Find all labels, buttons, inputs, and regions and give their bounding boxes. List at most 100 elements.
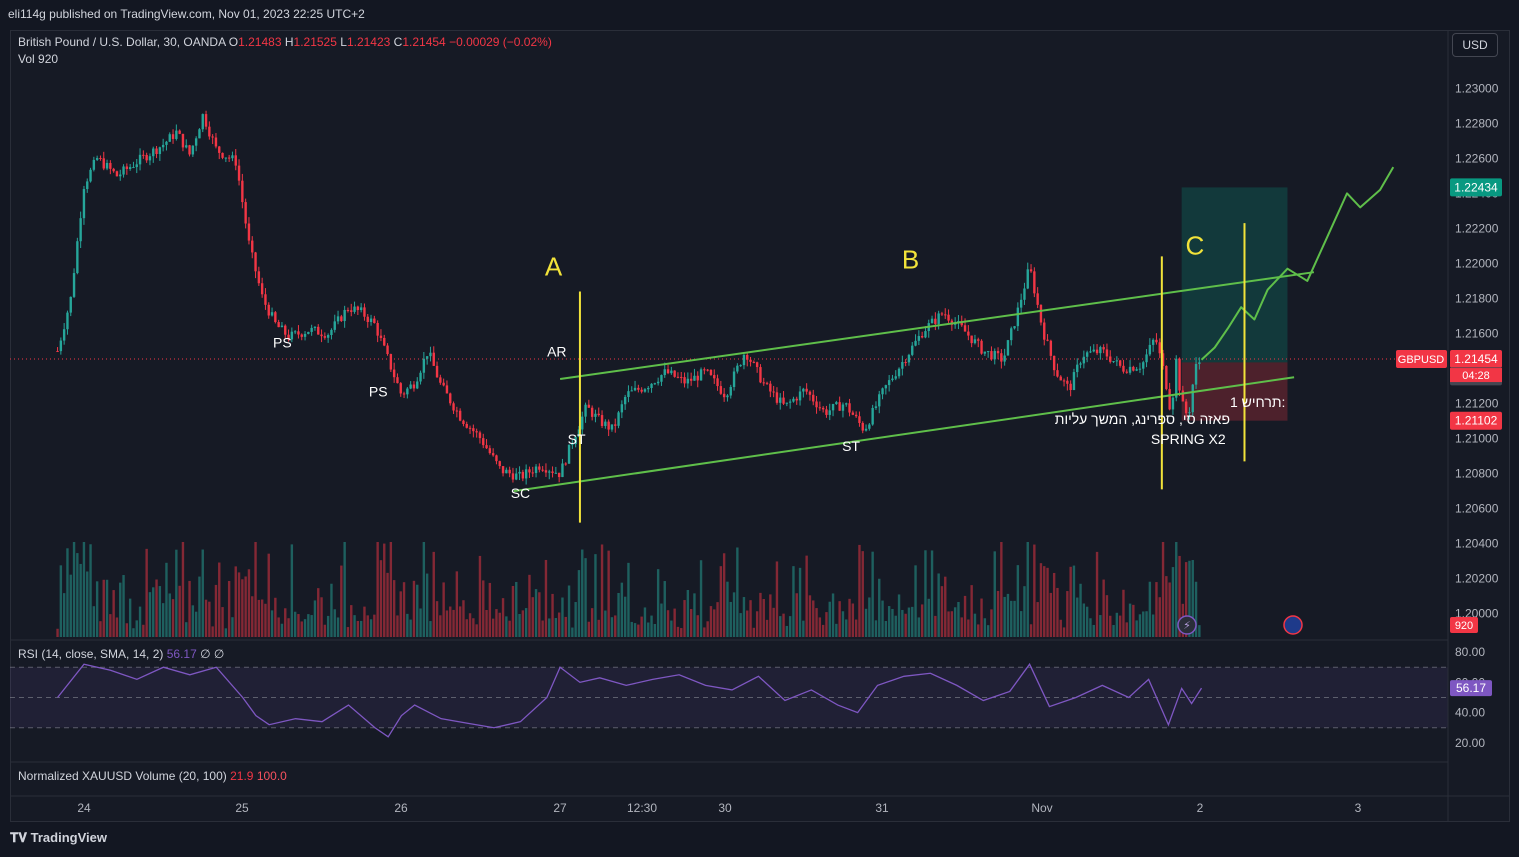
volume-bar — [934, 615, 937, 637]
candle-body — [858, 416, 861, 423]
candle-body — [237, 165, 241, 181]
candle-body — [788, 401, 792, 403]
candle-body — [851, 412, 855, 415]
candle-body — [729, 387, 732, 396]
candle-body — [475, 431, 478, 433]
volume-bar — [1158, 597, 1161, 637]
volume-bar — [498, 612, 501, 637]
volume-bar — [597, 619, 600, 637]
candle-body — [574, 437, 577, 445]
volume-bar — [653, 624, 657, 637]
volume-bar — [336, 617, 340, 637]
volume-bar — [478, 555, 482, 637]
candle-body — [399, 383, 402, 394]
volume-bar — [518, 613, 521, 637]
candle-body — [538, 466, 541, 470]
candle-body — [244, 202, 247, 224]
volume-bar — [1138, 614, 1142, 637]
rsi-name[interactable]: RSI (14, close, SMA, 14, 2) — [18, 647, 164, 661]
volume-bar — [244, 576, 247, 637]
candle-body — [795, 398, 798, 401]
candle-body — [874, 406, 878, 408]
candle-body — [208, 126, 211, 137]
volume-bar — [782, 613, 785, 637]
candle-body — [1029, 269, 1033, 272]
volume-bar — [874, 620, 878, 637]
currency-button[interactable]: USD — [1452, 33, 1498, 57]
volume-bar — [567, 585, 571, 637]
candle-body — [1145, 354, 1148, 363]
candle-body — [610, 424, 614, 430]
candle-body — [1076, 364, 1079, 373]
candle-body — [287, 334, 290, 340]
volume-bar — [887, 606, 891, 637]
volume-bar — [1046, 567, 1049, 637]
candle-body — [1181, 390, 1185, 402]
candle-body — [439, 377, 442, 383]
volume-bar — [363, 606, 366, 637]
volume-bar — [307, 614, 310, 637]
volume-bar — [472, 618, 475, 637]
price-tick-label: 1.20600 — [1455, 502, 1499, 516]
volume-bar — [788, 616, 792, 637]
volume-bar — [138, 606, 142, 637]
volume-bar — [528, 574, 531, 637]
volume-bar — [247, 569, 251, 637]
volume-bar — [109, 614, 112, 637]
volume-bar — [1132, 604, 1135, 637]
price-tick-label: 1.21000 — [1455, 432, 1499, 446]
change-value: −0.00029 (−0.02%) — [449, 35, 552, 49]
volume-bar — [1109, 615, 1112, 637]
volume-bar — [967, 619, 970, 637]
volume-bar — [155, 579, 158, 637]
xau-name[interactable]: Normalized XAUUSD Volume (20, 100) — [18, 769, 227, 783]
volume-bar — [749, 600, 752, 637]
symbol-name[interactable]: British Pound / U.S. Dollar, 30, OANDA — [18, 35, 226, 49]
candle-body — [363, 307, 366, 317]
volume-bar — [175, 549, 178, 637]
candle-body — [1056, 370, 1059, 377]
volume-bar — [614, 615, 617, 637]
volume-bar — [577, 570, 581, 637]
volume-bar — [986, 625, 990, 637]
volume-bar — [508, 620, 511, 637]
volume-bar — [191, 605, 195, 637]
candle-body — [524, 469, 528, 479]
time-tick-label: 12:30 — [627, 801, 657, 815]
volume-bar — [1003, 596, 1006, 637]
candle-body — [703, 369, 706, 371]
volume-bar — [468, 613, 472, 637]
volume-bar — [1089, 618, 1092, 637]
tradingview-logo[interactable]: 𝐓𝐕 TradingView — [10, 830, 107, 845]
volume-bar — [485, 609, 488, 637]
volume-bar — [831, 593, 835, 637]
candle-body — [673, 370, 676, 377]
volume-bar — [465, 619, 468, 637]
candle-body — [1059, 376, 1062, 381]
volume-bar — [350, 605, 353, 637]
candle-body — [818, 407, 822, 409]
candle-body — [779, 397, 782, 403]
candle-body — [1023, 288, 1026, 300]
candle-body — [1128, 366, 1132, 373]
candle-body — [145, 154, 148, 161]
candle-body — [442, 382, 445, 386]
candle-body — [511, 473, 515, 480]
volume-bar — [930, 550, 934, 637]
volume-bar — [845, 619, 848, 637]
volume-bar — [412, 580, 416, 637]
candle-body — [171, 134, 175, 139]
volume-bar — [620, 582, 624, 637]
countdown-tag-bg — [1450, 368, 1502, 383]
volume-bar — [1066, 591, 1069, 637]
wyckoff-label: PS — [369, 384, 388, 400]
volume-bar — [1198, 625, 1201, 637]
candle-body — [878, 394, 881, 407]
volume-bar — [676, 626, 680, 637]
candle-body — [627, 391, 630, 397]
candle-body — [274, 312, 277, 323]
candle-body — [835, 402, 838, 405]
candle-body — [1171, 397, 1175, 410]
candle-body — [330, 329, 333, 336]
